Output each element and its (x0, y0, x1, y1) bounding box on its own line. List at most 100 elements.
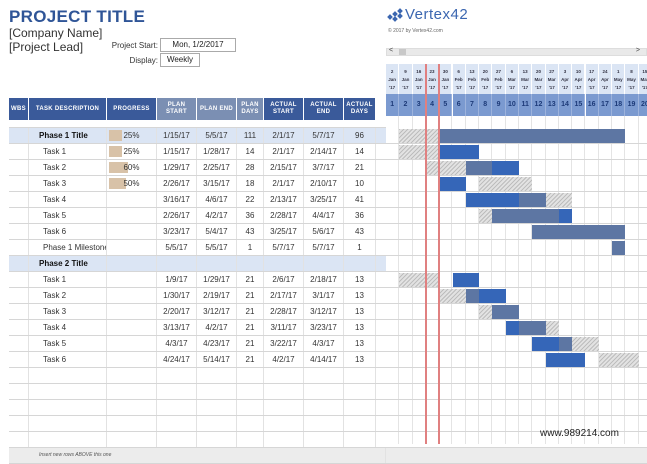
actual-end-cell[interactable]: 3/7/17 (304, 160, 344, 175)
task-row[interactable]: Task 6 3/23/17 5/4/17 43 3/25/17 5/6/17 43 (9, 224, 386, 240)
actual-start-cell[interactable] (264, 400, 304, 415)
plan-end-cell[interactable]: 4/23/17 (197, 336, 237, 351)
scroll-right-arrow-icon[interactable]: > (635, 47, 640, 54)
desc-cell[interactable]: Phase 1 Milestone (29, 240, 107, 255)
plan-end-cell[interactable]: 5/5/17 (197, 240, 237, 255)
company-name[interactable]: [Company Name] (9, 26, 103, 40)
actual-days-cell[interactable]: 13 (344, 336, 376, 351)
plan-start-cell[interactable]: 5/5/17 (157, 240, 197, 255)
actual-days-cell[interactable]: 36 (344, 208, 376, 223)
plan-start-cell[interactable] (157, 384, 197, 399)
progress-cell[interactable] (107, 256, 157, 271)
progress-cell[interactable] (107, 288, 157, 303)
plan-end-cell[interactable]: 4/2/17 (197, 320, 237, 335)
wbs-cell[interactable] (9, 288, 29, 303)
plan-days-cell[interactable]: 21 (237, 320, 264, 335)
actual-start-cell[interactable]: 4/2/17 (264, 352, 304, 367)
wbs-cell[interactable] (9, 304, 29, 319)
desc-cell[interactable] (29, 368, 107, 383)
task-row[interactable]: Task 3 2/20/17 3/12/17 21 2/28/17 3/12/17 13 (9, 304, 386, 320)
progress-cell[interactable] (107, 272, 157, 287)
plan-end-cell[interactable]: 4/6/17 (197, 192, 237, 207)
progress-cell[interactable]: 60% (107, 160, 157, 175)
wbs-cell[interactable] (9, 224, 29, 239)
progress-cell[interactable] (107, 320, 157, 335)
plan-start-cell[interactable]: 3/16/17 (157, 192, 197, 207)
actual-end-cell[interactable]: 5/6/17 (304, 224, 344, 239)
desc-cell[interactable] (29, 432, 107, 447)
scroll-thumb[interactable] (399, 49, 406, 55)
wbs-cell[interactable] (9, 416, 29, 431)
plan-days-cell[interactable] (237, 400, 264, 415)
actual-days-cell[interactable]: 21 (344, 160, 376, 175)
project-title[interactable]: PROJECT TITLE (9, 7, 146, 26)
wbs-cell[interactable] (9, 192, 29, 207)
progress-cell[interactable] (107, 400, 157, 415)
wbs-cell[interactable] (9, 144, 29, 159)
actual-end-cell[interactable] (304, 432, 344, 447)
plan-end-cell[interactable]: 2/25/17 (197, 160, 237, 175)
task-row[interactable]: Task 1 1/9/17 1/29/17 21 2/6/17 2/18/17 13 (9, 272, 386, 288)
wbs-cell[interactable] (9, 240, 29, 255)
actual-end-cell[interactable]: 3/23/17 (304, 320, 344, 335)
plan-start-cell[interactable]: 1/9/17 (157, 272, 197, 287)
actual-days-cell[interactable] (344, 256, 376, 271)
phase-row[interactable]: Phase 2 Title (9, 256, 386, 272)
actual-start-cell[interactable]: 2/17/17 (264, 288, 304, 303)
task-row[interactable]: Task 1 25% 1/15/17 1/28/17 14 2/1/17 2/14/17 14 (9, 144, 386, 160)
desc-cell[interactable] (29, 416, 107, 431)
actual-end-cell[interactable]: 3/1/17 (304, 288, 344, 303)
plan-days-cell[interactable]: 22 (237, 192, 264, 207)
empty-row[interactable] (9, 416, 386, 432)
plan-days-cell[interactable]: 21 (237, 336, 264, 351)
wbs-cell[interactable] (9, 256, 29, 271)
plan-end-cell[interactable] (197, 256, 237, 271)
actual-start-cell[interactable]: 2/28/17 (264, 208, 304, 223)
wbs-cell[interactable] (9, 352, 29, 367)
progress-cell[interactable]: 50% (107, 176, 157, 191)
plan-days-cell[interactable] (237, 432, 264, 447)
plan-end-cell[interactable]: 3/12/17 (197, 304, 237, 319)
actual-days-cell[interactable] (344, 384, 376, 399)
plan-days-cell[interactable]: 21 (237, 288, 264, 303)
desc-cell[interactable]: Task 4 (29, 320, 107, 335)
actual-days-cell[interactable]: 13 (344, 320, 376, 335)
actual-days-cell[interactable] (344, 400, 376, 415)
desc-cell[interactable]: Task 1 (29, 272, 107, 287)
plan-start-cell[interactable] (157, 400, 197, 415)
progress-cell[interactable] (107, 192, 157, 207)
desc-cell[interactable] (29, 384, 107, 399)
actual-days-cell[interactable] (344, 416, 376, 431)
actual-start-cell[interactable]: 2/1/17 (264, 144, 304, 159)
plan-start-cell[interactable] (157, 432, 197, 447)
project-lead[interactable]: [Project Lead] (9, 40, 84, 54)
actual-start-cell[interactable]: 3/11/17 (264, 320, 304, 335)
plan-days-cell[interactable] (237, 256, 264, 271)
actual-start-cell[interactable] (264, 368, 304, 383)
actual-start-cell[interactable]: 3/22/17 (264, 336, 304, 351)
task-row[interactable]: Phase 1 Milestone 5/5/17 5/5/17 1 5/7/17 5/7/… (9, 240, 386, 256)
plan-days-cell[interactable] (237, 384, 264, 399)
actual-start-cell[interactable]: 2/1/17 (264, 176, 304, 191)
actual-start-cell[interactable]: 2/15/17 (264, 160, 304, 175)
actual-start-cell[interactable]: 2/13/17 (264, 192, 304, 207)
plan-end-cell[interactable] (197, 432, 237, 447)
desc-cell[interactable]: Phase 1 Title (29, 128, 107, 143)
desc-cell[interactable]: Task 6 (29, 224, 107, 239)
actual-start-cell[interactable]: 2/1/17 (264, 128, 304, 143)
desc-cell[interactable]: Task 5 (29, 336, 107, 351)
plan-start-cell[interactable]: 1/30/17 (157, 288, 197, 303)
actual-start-cell[interactable] (264, 384, 304, 399)
phase-row[interactable]: Phase 1 Title 25% 1/15/17 5/5/17 111 2/1/17 5/… (9, 128, 386, 144)
actual-end-cell[interactable]: 3/25/17 (304, 192, 344, 207)
empty-row[interactable] (9, 400, 386, 416)
actual-start-cell[interactable] (264, 432, 304, 447)
scroll-left-arrow-icon[interactable]: < (389, 47, 394, 54)
plan-days-cell[interactable]: 111 (237, 128, 264, 143)
plan-end-cell[interactable]: 1/29/17 (197, 272, 237, 287)
wbs-cell[interactable] (9, 160, 29, 175)
plan-end-cell[interactable]: 2/19/17 (197, 288, 237, 303)
plan-days-cell[interactable]: 21 (237, 304, 264, 319)
task-row[interactable]: Task 2 1/30/17 2/19/17 21 2/17/17 3/1/17 13 (9, 288, 386, 304)
actual-end-cell[interactable] (304, 384, 344, 399)
